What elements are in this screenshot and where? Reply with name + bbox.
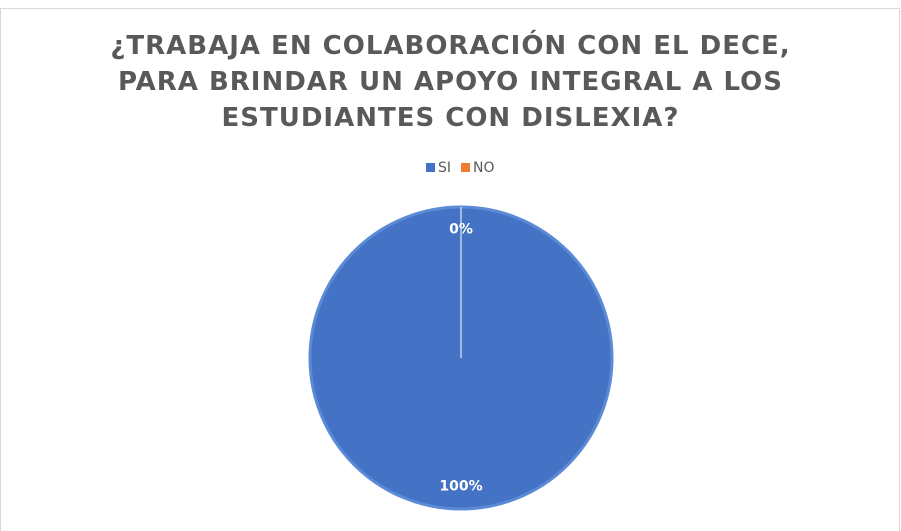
data-label: 0% bbox=[449, 222, 473, 238]
data-label: 100% bbox=[439, 478, 482, 494]
legend-swatch bbox=[461, 163, 471, 172]
legend-swatch bbox=[426, 163, 435, 172]
legend-label: NO bbox=[473, 160, 495, 176]
chart-title: ¿TRABAJA EN COLABORACIÓN CON EL DECE, PA… bbox=[110, 31, 791, 133]
legend-label: SI bbox=[438, 160, 451, 176]
chart-border bbox=[0, 8, 900, 531]
